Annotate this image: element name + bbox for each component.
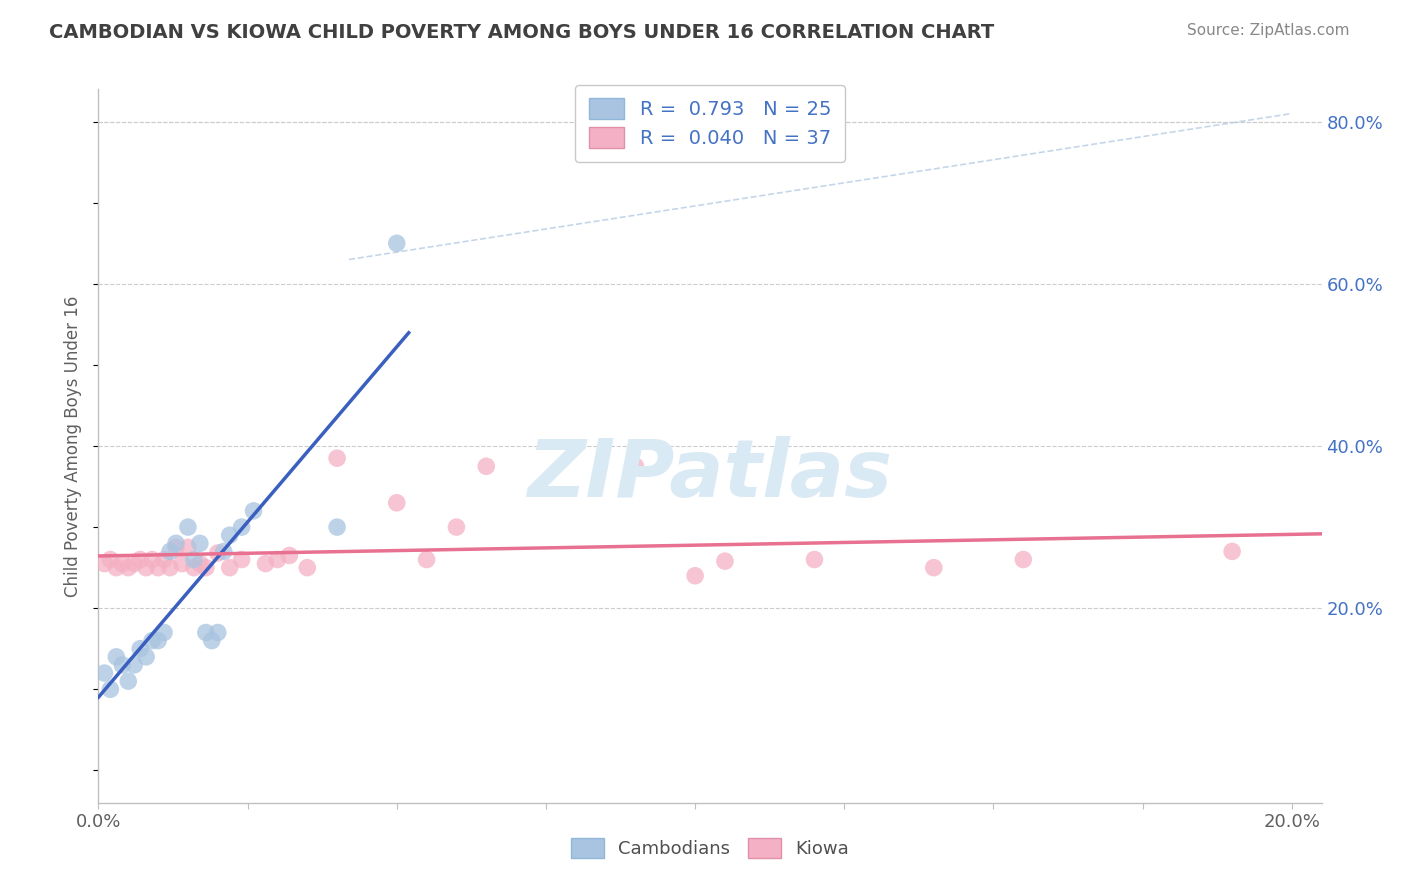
Legend: Cambodians, Kiowa: Cambodians, Kiowa xyxy=(564,830,856,865)
Point xyxy=(385,236,408,251)
Point xyxy=(98,552,121,566)
Point xyxy=(803,552,825,566)
Point xyxy=(231,520,253,534)
Point xyxy=(129,552,152,566)
Point xyxy=(105,649,128,664)
Point xyxy=(326,451,349,466)
Point xyxy=(278,549,301,563)
Point xyxy=(146,560,169,574)
Point xyxy=(177,541,200,555)
Point xyxy=(141,633,163,648)
Point xyxy=(135,560,157,574)
Point xyxy=(117,674,139,689)
Point xyxy=(446,520,468,534)
Point xyxy=(111,557,134,571)
Point xyxy=(98,682,121,697)
Point xyxy=(165,536,187,550)
Point xyxy=(165,541,187,555)
Text: Source: ZipAtlas.com: Source: ZipAtlas.com xyxy=(1187,23,1350,38)
Point xyxy=(188,557,211,571)
Point xyxy=(129,641,152,656)
Point xyxy=(111,657,134,672)
Point xyxy=(1012,552,1035,566)
Point xyxy=(159,544,181,558)
Point xyxy=(194,625,217,640)
Point xyxy=(122,657,145,672)
Point xyxy=(170,557,193,571)
Point xyxy=(207,546,229,560)
Point xyxy=(177,520,200,534)
Point xyxy=(231,552,253,566)
Point xyxy=(117,560,139,574)
Point xyxy=(183,560,205,574)
Text: ZIPatlas: ZIPatlas xyxy=(527,435,893,514)
Point xyxy=(183,552,205,566)
Text: CAMBODIAN VS KIOWA CHILD POVERTY AMONG BOYS UNDER 16 CORRELATION CHART: CAMBODIAN VS KIOWA CHILD POVERTY AMONG B… xyxy=(49,23,994,42)
Point xyxy=(212,544,235,558)
Point xyxy=(159,560,181,574)
Point xyxy=(146,633,169,648)
Point xyxy=(922,560,945,574)
Point xyxy=(153,625,176,640)
Point xyxy=(624,459,647,474)
Point xyxy=(153,552,176,566)
Point xyxy=(242,504,264,518)
Point xyxy=(266,552,288,566)
Point xyxy=(194,560,217,574)
Point xyxy=(218,528,240,542)
Point xyxy=(1220,544,1243,558)
Point xyxy=(93,666,115,681)
Point xyxy=(188,536,211,550)
Point xyxy=(415,552,437,566)
Point xyxy=(135,649,157,664)
Point xyxy=(141,552,163,566)
Point xyxy=(105,560,128,574)
Point xyxy=(385,496,408,510)
Point xyxy=(714,554,737,568)
Point xyxy=(207,625,229,640)
Point xyxy=(297,560,319,574)
Y-axis label: Child Poverty Among Boys Under 16: Child Poverty Among Boys Under 16 xyxy=(65,295,83,597)
Point xyxy=(218,560,240,574)
Point xyxy=(683,568,706,582)
Point xyxy=(201,633,224,648)
Point xyxy=(475,459,498,474)
Point xyxy=(326,520,349,534)
Point xyxy=(93,557,115,571)
Point xyxy=(254,557,277,571)
Point xyxy=(122,557,145,571)
